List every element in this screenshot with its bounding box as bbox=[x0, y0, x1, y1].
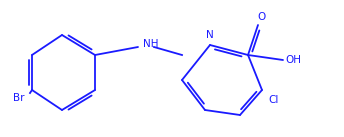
Text: NH: NH bbox=[143, 39, 159, 49]
Text: Cl: Cl bbox=[268, 95, 278, 105]
Text: N: N bbox=[206, 30, 214, 40]
Text: OH: OH bbox=[285, 55, 301, 65]
Text: O: O bbox=[257, 12, 265, 22]
Text: Br: Br bbox=[12, 93, 24, 103]
